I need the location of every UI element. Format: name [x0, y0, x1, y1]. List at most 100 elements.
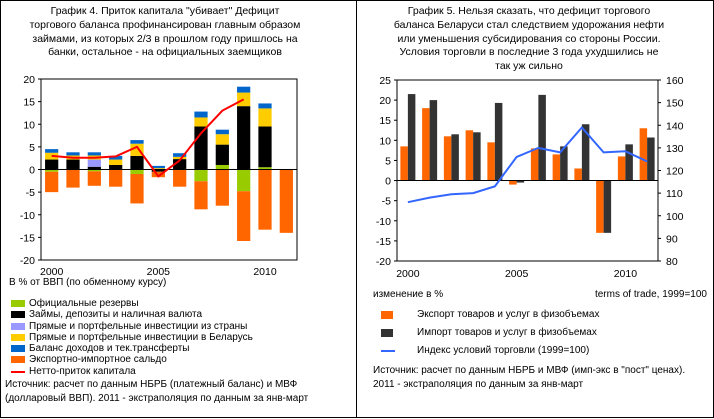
bar-segment: [173, 153, 187, 157]
bar-segment: [194, 111, 208, 118]
y-tick-label: -15: [20, 232, 35, 244]
y2-tick-label: 160: [666, 75, 684, 87]
import-bar: [603, 180, 612, 233]
bar-segment: [87, 171, 101, 186]
x-tick-label: 2005: [505, 268, 529, 280]
legend-swatch: [11, 311, 25, 319]
y-tick-label: 0: [385, 176, 391, 188]
bar-segment: [215, 169, 229, 206]
bar-segment: [258, 103, 272, 109]
legend-swatch: [11, 300, 25, 307]
y-tick-label: 0: [29, 165, 35, 177]
x-tick-label: 2000: [40, 266, 64, 278]
bar-segment: [173, 169, 187, 187]
legend-swatch: [11, 345, 25, 353]
export-bar: [530, 148, 539, 181]
legend-line-swatch: [11, 370, 25, 373]
bar-segment: [237, 191, 251, 241]
bar-segment: [215, 164, 229, 170]
y2-tick-label: 120: [666, 166, 684, 178]
bar-segment: [87, 152, 101, 156]
legend-label: Прямые и портфельные инвестиции в Белару…: [29, 331, 253, 343]
bar-segment: [151, 168, 165, 170]
bar-segment: [87, 169, 101, 172]
chart-title: График 4. Приток капитала "убивает" Дефи…: [29, 5, 301, 59]
y-tick-label: 20: [379, 95, 391, 107]
y-tick-label: 10: [379, 135, 391, 147]
export-bar: [639, 128, 648, 181]
legend-swatch: [11, 333, 25, 341]
y-axis-label: В % от ВВП (по обменному курсу): [9, 277, 167, 288]
bar-segment: [215, 144, 229, 165]
bar-segment: [66, 169, 80, 188]
legend-swatch: [381, 311, 393, 319]
export-bar: [400, 146, 408, 181]
import-bar: [429, 100, 438, 181]
bar-segment: [87, 166, 101, 170]
bar-segment: [45, 149, 59, 153]
export-bar: [487, 142, 495, 181]
y2-tick-label: 100: [666, 211, 684, 223]
chart-panel-trade-balance: График 5. Нельзя сказать, что дефицит то…: [357, 0, 714, 418]
bar-segment: [109, 159, 123, 165]
bar-segment: [258, 108, 272, 127]
import-bar: [625, 144, 633, 181]
bar-segment: [151, 165, 165, 169]
x-tick-label: 2010: [614, 268, 638, 280]
chart-panel-capital-inflow: График 4. Приток капитала "убивает" Дефи…: [0, 0, 357, 418]
bar-segment: [87, 159, 101, 167]
legend-label: Индекс условий торговли (1999=100): [417, 345, 590, 356]
y-tick-label: 5: [29, 142, 35, 154]
y-tick-label: 25: [379, 75, 391, 87]
legend-label: Экспортно-импортное сальдо: [29, 354, 167, 366]
y2-tick-label: 90: [666, 233, 678, 245]
bar-segment: [130, 140, 144, 144]
bar-segment: [45, 171, 59, 193]
import-bar: [407, 94, 416, 181]
y2-tick-label: 140: [666, 120, 684, 132]
net-inflow-line: [51, 98, 245, 178]
y2-tick-label: 130: [666, 143, 684, 155]
y-tick-label: -10: [20, 210, 35, 222]
bar-segment: [237, 86, 251, 93]
bar-segment: [109, 169, 123, 187]
import-bar: [473, 132, 481, 181]
import-bar: [451, 134, 459, 181]
terms-of-trade-line: [407, 125, 648, 204]
legend-swatch: [11, 322, 25, 330]
export-bar: [443, 136, 452, 181]
bar-segment: [237, 169, 251, 192]
y-tick-label: 20: [23, 74, 35, 86]
y2-tick-label: 80: [666, 256, 678, 268]
export-bar: [617, 156, 626, 181]
chart-plot-capital-inflow: -20 -15 -10 -5 0 5 10 15 20 2000 2005 2010: [20, 74, 298, 278]
legend-line-swatch: [381, 350, 395, 352]
y2-tick-label: 110: [666, 188, 683, 200]
export-bar: [465, 130, 474, 181]
import-bar: [647, 137, 655, 181]
export-bar: [596, 180, 604, 233]
legend-label: Официальные резервы: [29, 298, 139, 309]
y-tick-label: 10: [23, 119, 35, 131]
bar-segment: [258, 126, 272, 168]
bar-segment: [66, 152, 80, 156]
import-bar: [538, 94, 546, 181]
bar-segment: [173, 156, 187, 160]
bar-segment: [151, 171, 165, 178]
import-bar: [494, 102, 503, 181]
legend-label: Импорт товаров и услуг в физобъемах: [417, 327, 597, 338]
import-bar: [581, 124, 590, 181]
bar-segment: [45, 169, 59, 172]
y-axis-label-left: изменение в %: [373, 289, 444, 300]
legend-label: Баланс доходов и тек.трансферты: [29, 343, 190, 355]
bar-segment: [151, 169, 165, 172]
import-bar: [560, 146, 568, 181]
y-tick-label: 15: [379, 115, 391, 127]
export-bar: [509, 180, 517, 185]
bar-segment: [173, 159, 187, 170]
y-axis-label-right: terms of trade, 1999=100: [594, 289, 707, 300]
bar-segment: [237, 106, 251, 170]
x-tick-label: 2010: [253, 266, 277, 278]
chart-plot-trade-balance: -20 -15 -10 -5 0 5 10 15 20 25 80 90 100 110 120 130 140…: [376, 75, 684, 280]
legend-label: Экспорт товаров и услуг в физобъемах: [417, 309, 600, 320]
